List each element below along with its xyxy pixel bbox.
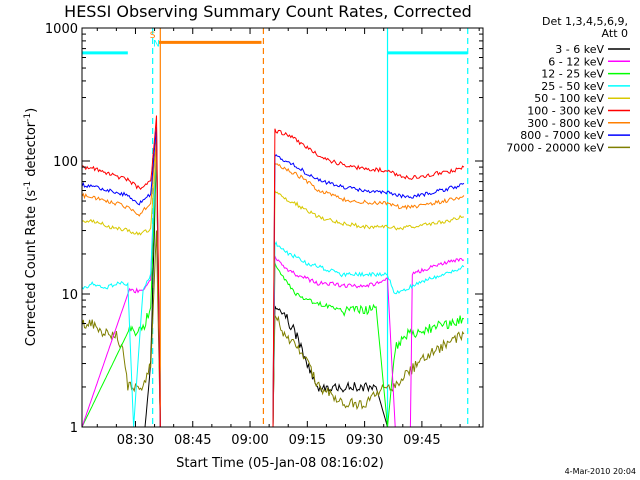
- flag-letter-0: S: [150, 31, 156, 41]
- legend-label-5: 100 - 300 keV: [527, 105, 604, 118]
- y-tick-label-2: 100: [53, 155, 78, 170]
- x-axis-label: Start Time (05-Jan-08 08:16:02): [176, 456, 384, 471]
- y-axis-label-part-3: ): [24, 108, 39, 113]
- y-tick-label-3: 1000: [45, 22, 78, 37]
- flag-letter-1: N: [153, 39, 160, 49]
- x-tick-label-0: 08:30: [117, 433, 154, 448]
- x-tick-label-5: 09:45: [403, 433, 440, 448]
- y-axis-label-part-1: Corrected Count Rate (s: [24, 190, 39, 347]
- x-tick-label-1: 08:45: [174, 433, 211, 448]
- x-tick-label-4: 09:30: [346, 433, 383, 448]
- legend-label-1: 6 - 12 keV: [548, 55, 604, 68]
- plot-frame: [81, 27, 484, 428]
- y-tick-label-0: 1: [70, 421, 78, 436]
- legend-label-0: 3 - 6 keV: [555, 43, 604, 56]
- legend-label-7: 800 - 7000 keV: [520, 129, 604, 142]
- y-axis-label-sup-2: -1: [23, 113, 33, 122]
- legend-label-2: 12 - 25 keV: [541, 68, 604, 81]
- legend-label-6: 300 - 800 keV: [527, 117, 604, 130]
- chart-title: HESSI Observing Summary Count Rates, Cor…: [64, 2, 472, 21]
- x-ticks-layer: 08:30 08:45 09:00 09:15 09:30 09:45: [96, 28, 480, 448]
- flag-bars-layer: [82, 40, 468, 55]
- legend-label-3: 25 - 50 keV: [541, 80, 604, 93]
- legend-label-4: 50 - 100 keV: [534, 92, 604, 105]
- y-axis-label-part-2: detector: [24, 121, 39, 181]
- y-axis-label-sup-1: -1: [23, 181, 33, 190]
- x-tick-label-2: 09:00: [231, 433, 268, 448]
- legend-header-line-2: Att 0: [602, 27, 628, 40]
- footer-date-stamp: 4-Mar-2010 20:04: [565, 467, 636, 476]
- y-ticks-layer: 1 10 100 1000: [45, 22, 483, 436]
- x-tick-label-3: 09:15: [289, 433, 326, 448]
- y-tick-label-1: 10: [61, 288, 78, 303]
- legend-header-line-1: Det 1,3,4,5,6,9,: [542, 15, 628, 28]
- legend-label-8: 7000 - 20000 keV: [506, 141, 604, 154]
- y-axis-label: Corrected Count Rate (s-1 detector-1): [23, 108, 39, 346]
